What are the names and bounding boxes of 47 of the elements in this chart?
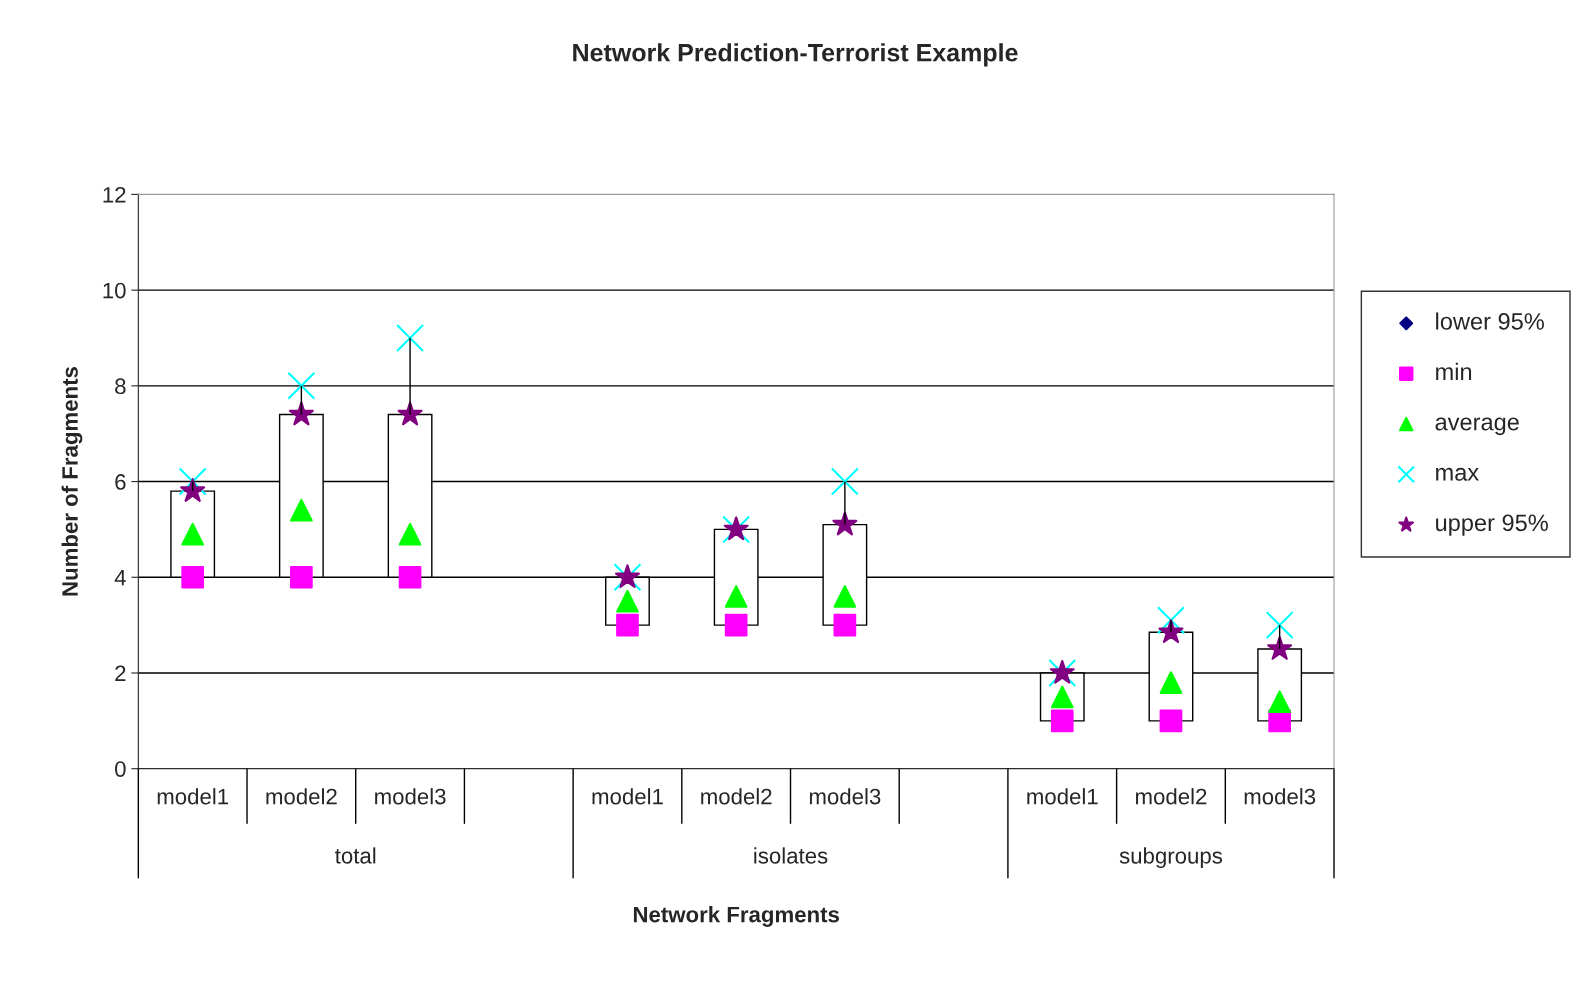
point [398,522,422,546]
y-tick-label: 6 [115,474,126,490]
point [398,565,422,589]
point [616,613,639,637]
point [724,585,748,608]
x-axis-title: Network Fragments [633,906,839,927]
point [290,565,313,589]
text: isolates [754,847,828,864]
x-tick-label: model1 [592,788,663,805]
legend-label: lower 95% [1436,312,1544,330]
point [396,323,425,353]
x-tick-label: model2 [266,788,337,805]
x-tick-label: model2 [701,788,772,805]
y-tick-label: 10 [103,282,126,299]
point [1267,635,1293,660]
point [288,401,314,426]
y-tick-label: 8 [115,378,126,395]
point [1265,611,1294,640]
point [181,565,205,589]
y-axis-title: Number of Fragments [61,367,83,596]
point [290,498,313,522]
legend-label: max [1436,467,1479,481]
y-tick-label: 2 [115,665,126,682]
point [833,585,857,608]
point [724,613,748,637]
x-tick-label: model2 [1136,788,1207,805]
point [830,467,859,496]
legend-label: min [1436,362,1472,380]
legend-label: upper 95% [1436,514,1548,536]
point [833,613,857,637]
x-tick-label: model3 [809,788,881,805]
text: subgroups [1119,847,1223,869]
point [287,371,316,400]
legend-label: average [1435,417,1519,436]
point [1159,709,1183,733]
y-tick-label: 12 [103,186,126,203]
y-tick-label: 4 [114,570,126,586]
x-tick-label: model3 [1244,788,1316,805]
x-tick-label: model3 [375,788,446,805]
text: total [335,847,376,864]
chart-title: Network Prediction-Terrorist Example [573,43,1018,67]
x-tick-label: model1 [1027,788,1098,805]
point [1268,690,1291,714]
y-tick-label: 0 [115,761,126,777]
point [1050,709,1074,733]
point [180,478,206,502]
x-tick-label: model1 [157,788,229,805]
